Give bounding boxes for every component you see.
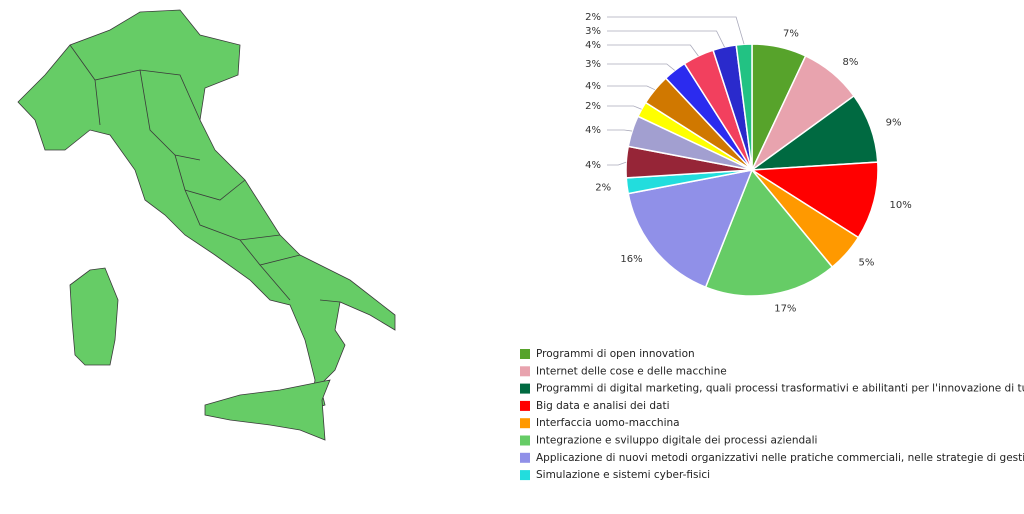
slice-label: 17% <box>774 303 796 314</box>
sardinia <box>69 267 119 366</box>
legend-label: Integrazione e sviluppo digitale dei pro… <box>536 435 817 447</box>
slice-label: 9% <box>886 118 902 129</box>
legend-swatch <box>520 383 530 394</box>
slice-label: 2% <box>585 101 601 112</box>
italy-map <box>17 9 396 441</box>
legend-swatch <box>520 366 530 377</box>
legend-label: Big data e analisi dei dati <box>536 400 670 412</box>
slice-label: 2% <box>585 12 601 23</box>
legend-swatch <box>520 435 530 446</box>
legend-swatch <box>520 452 530 463</box>
leader-line <box>607 63 676 71</box>
legend-swatch <box>520 349 530 359</box>
legend-label: Interfaccia uomo-macchina <box>536 417 680 429</box>
leader-line <box>607 30 725 48</box>
slice-label: 8% <box>843 57 859 68</box>
legend-swatch <box>520 470 530 481</box>
region-borders <box>69 44 341 303</box>
pie-slice <box>749 161 879 239</box>
leader-line <box>607 44 699 57</box>
pie-slice <box>704 168 834 297</box>
slice-label: 5% <box>859 258 875 269</box>
legend-label: Simulazione e sistemi cyber-fisici <box>536 469 710 481</box>
leader-line <box>607 129 633 132</box>
leader-line <box>607 16 745 45</box>
legend: Programmi di open innovation Internet del… <box>520 348 1024 481</box>
legend-label: Programmi di open innovation <box>536 348 695 360</box>
legend-label: Applicazione di nuovi metodi organizzati… <box>536 452 1024 464</box>
slice-label: 4% <box>585 160 601 171</box>
legend-label: Programmi di digital marketing, quali pr… <box>536 383 1024 395</box>
legend-swatch <box>520 400 530 411</box>
leader-line <box>607 105 642 110</box>
slice-label: 10% <box>890 200 912 211</box>
slice-label: 3% <box>585 59 601 70</box>
leader-line <box>607 85 656 91</box>
slice-label: 3% <box>585 26 601 37</box>
slice-label: 16% <box>620 254 642 265</box>
pie-chart: 7% 8% 9% 10% 5% 17% 16% 2% 4% 4% 2% 4% 3% 4% 3% 2% <box>585 12 912 314</box>
legend-label: Internet delle cose e delle macchine <box>536 365 727 377</box>
mainland <box>17 9 396 411</box>
slice-label: 2% <box>595 183 611 194</box>
leader-line <box>607 161 627 166</box>
slice-label: 4% <box>585 125 601 136</box>
pie-slice <box>627 169 754 289</box>
slice-label: 4% <box>585 81 601 92</box>
slice-label: 4% <box>585 40 601 51</box>
slice-label: 7% <box>783 28 799 39</box>
sicily <box>204 379 331 441</box>
legend-swatch <box>520 418 530 429</box>
